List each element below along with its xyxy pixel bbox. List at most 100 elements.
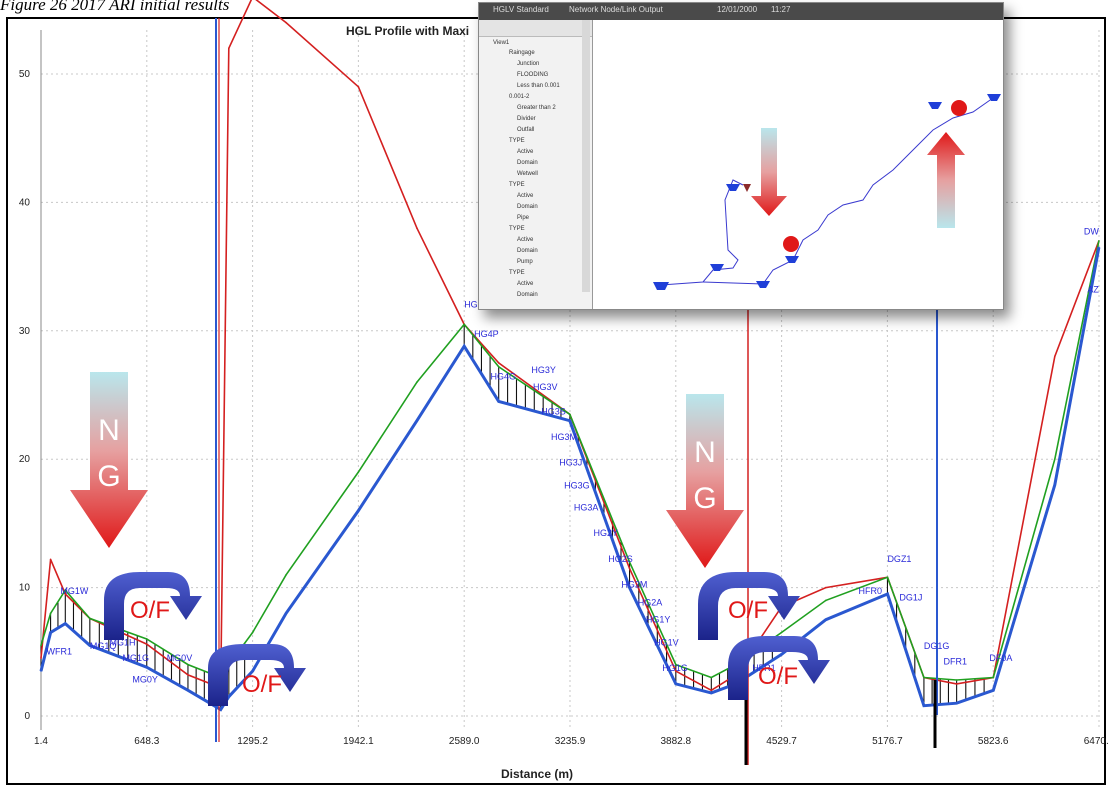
overflow-arrow-shape-4 bbox=[728, 636, 830, 700]
node-label: DG1G bbox=[924, 641, 950, 651]
legend-row[interactable]: Raingage bbox=[509, 50, 535, 56]
wetwell-icon bbox=[756, 281, 770, 288]
legend-row[interactable]: TYPE bbox=[509, 138, 525, 144]
inset-toolbar: HGLV Standard Network Node/Link Output 1… bbox=[479, 3, 1003, 20]
series-point-0 bbox=[357, 86, 360, 88]
wetwell-icon bbox=[726, 184, 740, 191]
series-point-1 bbox=[780, 631, 783, 634]
wetwell-icon bbox=[785, 256, 799, 263]
node-label: DGZ1 bbox=[887, 554, 911, 564]
node-label: HG2A bbox=[638, 598, 663, 608]
series-point-0 bbox=[145, 643, 148, 645]
flood-node-icon bbox=[783, 236, 799, 252]
node-label: DG1J bbox=[899, 592, 922, 602]
ng-arrow-shape-2 bbox=[666, 394, 744, 568]
series-point-2 bbox=[219, 708, 222, 711]
series-point-2 bbox=[923, 704, 925, 707]
overflow-label-2: O/F bbox=[242, 671, 282, 698]
node-label: HG3S bbox=[541, 406, 566, 416]
ng-arrow-up-icon bbox=[927, 132, 965, 228]
series-point-2 bbox=[357, 509, 360, 512]
legend-row[interactable]: Active bbox=[517, 193, 534, 199]
legend-row[interactable]: TYPE bbox=[509, 226, 525, 232]
node-label: WFR1 bbox=[46, 646, 72, 656]
node-label: HG3M bbox=[551, 432, 577, 442]
series-point-2 bbox=[955, 702, 958, 704]
node-label: MG1W bbox=[60, 586, 89, 596]
series-point-1 bbox=[357, 471, 360, 473]
series-point-0 bbox=[710, 689, 713, 692]
legend-row[interactable]: Domain bbox=[517, 160, 538, 166]
node-label: HG1G bbox=[662, 663, 688, 673]
legend-row[interactable]: Pump bbox=[517, 259, 533, 265]
series-point-2 bbox=[285, 612, 287, 615]
legend-row[interactable]: Outfall bbox=[517, 127, 535, 133]
series-point-0 bbox=[64, 593, 67, 595]
legend-row[interactable]: TYPE bbox=[509, 182, 525, 188]
legend-row[interactable]: Active bbox=[517, 237, 534, 243]
network-map bbox=[653, 94, 1001, 290]
series-lines bbox=[39, 0, 1101, 712]
series-point-1 bbox=[187, 663, 189, 666]
y-tick-label: 10 bbox=[19, 583, 31, 594]
x-tick-label: 2589.0 bbox=[449, 736, 480, 747]
series-point-2 bbox=[1053, 484, 1056, 486]
legend-row[interactable]: Domain bbox=[517, 204, 538, 210]
x-tick-labels: 1.4 648.3 1295.2 1942.1 2589.0 3235.9 3882.8 45… bbox=[34, 736, 1108, 747]
series-point-1 bbox=[886, 576, 889, 579]
series-point-1 bbox=[285, 573, 287, 576]
legend-row[interactable]: 0.001-2 bbox=[509, 94, 530, 100]
x-tick-label: 648.3 bbox=[134, 736, 159, 747]
legend-row[interactable]: Active bbox=[517, 149, 534, 155]
series-point-0 bbox=[824, 586, 827, 589]
legend-row[interactable]: Divider bbox=[517, 116, 536, 122]
y-tick-label: 30 bbox=[19, 326, 31, 337]
series-point-1 bbox=[89, 617, 91, 620]
node-label: HG2S bbox=[608, 554, 633, 564]
legend-row[interactable]: TYPE bbox=[509, 270, 525, 276]
overflow-arrow-shape-3 bbox=[698, 572, 800, 640]
legend-row[interactable]: Pipe bbox=[517, 215, 530, 221]
series-point-2 bbox=[710, 692, 713, 694]
legend-row[interactable]: Junction bbox=[517, 61, 540, 67]
x-tick-label: 1295.2 bbox=[237, 736, 268, 747]
inset-toolbar-output: Network Node/Link Output bbox=[569, 5, 663, 14]
ng-arrow-1: N G bbox=[70, 372, 148, 548]
inset-toolbar-view: HGLV Standard bbox=[493, 5, 549, 14]
legend-row[interactable]: Domain bbox=[517, 248, 538, 254]
series-point-2 bbox=[187, 689, 189, 692]
series-point-2 bbox=[463, 345, 465, 348]
overflow-arrow-shape-1 bbox=[104, 572, 202, 640]
node-label: MG0V bbox=[167, 653, 193, 663]
series-point-1 bbox=[145, 638, 148, 640]
series-point-1 bbox=[710, 676, 713, 679]
legend-row[interactable]: Wetwell bbox=[517, 171, 538, 177]
legend-root[interactable]: View1 bbox=[493, 40, 510, 46]
x-tick-label: 6470.5 bbox=[1084, 736, 1108, 747]
legend-row[interactable]: Domain bbox=[517, 292, 538, 298]
overflow-arrow-1: O/F bbox=[104, 572, 202, 640]
series-point-1 bbox=[955, 679, 958, 681]
legend-row[interactable]: Active bbox=[517, 281, 534, 287]
legend-row[interactable]: Less than 0.001 bbox=[517, 83, 560, 89]
ng-letter-n-1: N bbox=[98, 414, 120, 447]
series-point-0 bbox=[955, 683, 958, 685]
outfall-icon bbox=[743, 184, 751, 192]
flood-node-icon bbox=[951, 100, 967, 116]
node-label: HG3G bbox=[564, 481, 590, 491]
node-label: HG3V bbox=[533, 382, 558, 392]
overflow-label-3: O/F bbox=[728, 597, 768, 624]
legend-row[interactable]: FLOODING bbox=[517, 72, 549, 78]
series-point-2 bbox=[628, 586, 631, 589]
legend-scrollbar bbox=[582, 20, 590, 292]
ng-arrow-shape-1 bbox=[70, 372, 148, 548]
node-label: MG1G bbox=[123, 653, 150, 663]
node-label: MG1Q bbox=[90, 641, 117, 651]
wetwell-icon bbox=[653, 282, 669, 290]
legend-row[interactable]: Greater than 2 bbox=[517, 105, 556, 111]
node-label: DF0A bbox=[989, 653, 1012, 663]
node-label: HG2Y bbox=[594, 528, 619, 538]
series-point-2 bbox=[824, 618, 827, 621]
inset-panel-toolbar bbox=[479, 20, 592, 37]
